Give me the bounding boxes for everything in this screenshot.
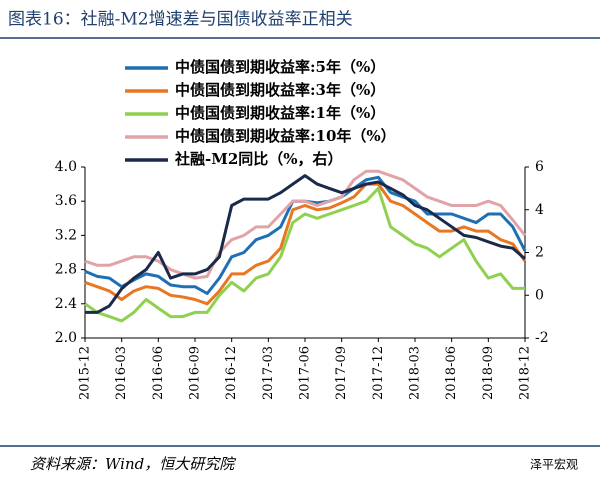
y-tick-label: 2.0 [55, 330, 77, 346]
series-line [85, 174, 526, 314]
legend-label: 中债国债到期收益率:1年（%） [175, 104, 385, 122]
x-tick-label: 2016-03 [114, 346, 129, 400]
x-tick-label: 2015-12 [78, 346, 93, 400]
series-line [84, 186, 525, 323]
x-tick-label: 2016-12 [224, 346, 239, 400]
legend-label: 中债国债到期收益率:10年（%） [175, 127, 396, 145]
x-tick-label: 2017-09 [334, 346, 349, 400]
y2-tick-label: -2 [535, 330, 549, 346]
x-tick-label: 2018-06 [444, 346, 459, 400]
x-tick-label: 2016-06 [151, 346, 166, 400]
series-line [84, 175, 527, 295]
y-tick-label: 3.2 [55, 227, 77, 243]
legend-label: 中债国债到期收益率:5年（%） [175, 58, 385, 76]
series-line [84, 169, 527, 280]
y2-tick-label: 4 [535, 202, 544, 218]
x-tick-label: 2018-12 [518, 346, 533, 400]
y-tick-label: 2.4 [55, 296, 77, 312]
watermark: 泽平宏观 [530, 457, 578, 472]
y-tick-label: 2.8 [55, 262, 77, 278]
x-tick-label: 2017-12 [371, 346, 386, 400]
x-tick-label: 2016-09 [188, 346, 203, 400]
x-tick-label: 2017-03 [261, 346, 276, 400]
chart-title: 图表16：社融-M2增速差与国债收益率正相关 [8, 10, 353, 30]
x-tick-label: 2018-03 [408, 346, 423, 400]
y2-tick-label: 0 [535, 287, 544, 303]
y-tick-label: 3.6 [55, 193, 77, 209]
x-tick-label: 2017-06 [298, 346, 313, 400]
y2-tick-label: 6 [535, 159, 544, 175]
y2-tick-label: 2 [535, 245, 544, 261]
legend-label: 社融-M2同比（%，右） [174, 150, 343, 168]
x-tick-label: 2018-09 [481, 346, 496, 400]
source: 资料来源：Wind，恒大研究院 [30, 455, 236, 473]
legend-label: 中债国债到期收益率:3年（%） [175, 81, 385, 99]
series-line [84, 182, 527, 306]
y-tick-label: 4.0 [55, 159, 77, 175]
